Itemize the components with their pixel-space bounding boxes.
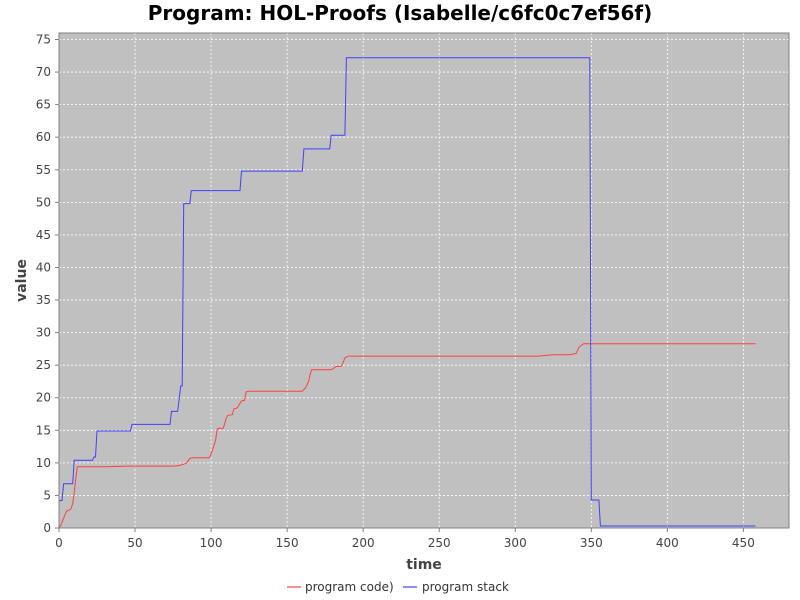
x-tick-label: 50 <box>127 536 142 550</box>
x-tick-label: 450 <box>732 536 755 550</box>
legend: program code) program stack <box>287 580 509 594</box>
chart-title: Program: HOL-Proofs (Isabelle/c6fc0c7ef5… <box>148 1 653 25</box>
y-tick-label: 50 <box>36 195 51 209</box>
plot-area <box>59 33 789 528</box>
y-tick-label: 65 <box>36 98 51 112</box>
y-tick-label: 45 <box>36 228 51 242</box>
y-tick-label: 35 <box>36 293 51 307</box>
axes: 0 50 100 150 200 250 300 350 400 450 0 5 10 15 20 25 30 3… <box>36 32 790 550</box>
x-tick-label: 350 <box>580 536 603 550</box>
x-tick-label: 200 <box>352 536 375 550</box>
y-axis-label: value <box>14 259 30 302</box>
plot-frame <box>58 32 790 529</box>
series-line-1 <box>59 57 756 527</box>
x-tick-label: 250 <box>428 536 451 550</box>
y-tick-label: 30 <box>36 326 51 340</box>
legend-label: program stack <box>422 580 509 594</box>
x-axis-label: time <box>406 557 442 573</box>
y-tick-label: 40 <box>36 260 51 274</box>
y-tick-label: 10 <box>36 456 51 470</box>
y-tick-label: 60 <box>36 130 51 144</box>
y-tick-label: 25 <box>36 358 51 372</box>
y-tick-label: 55 <box>36 163 51 177</box>
y-tick-label: 0 <box>43 521 51 535</box>
x-tick-label: 400 <box>656 536 679 550</box>
x-tick-label: 100 <box>200 536 223 550</box>
x-tick-label: 300 <box>504 536 527 550</box>
series-line-0 <box>58 343 756 529</box>
y-tick-label: 5 <box>43 488 51 502</box>
series-layer <box>58 57 756 529</box>
y-tick-label: 20 <box>36 391 51 405</box>
y-tick-label: 70 <box>36 65 51 79</box>
legend-label: program code) <box>305 580 394 594</box>
y-tick-label: 15 <box>36 423 51 437</box>
x-tick-label: 150 <box>276 536 299 550</box>
x-tick-label: 0 <box>55 536 63 550</box>
y-tick-label: 75 <box>36 33 51 47</box>
